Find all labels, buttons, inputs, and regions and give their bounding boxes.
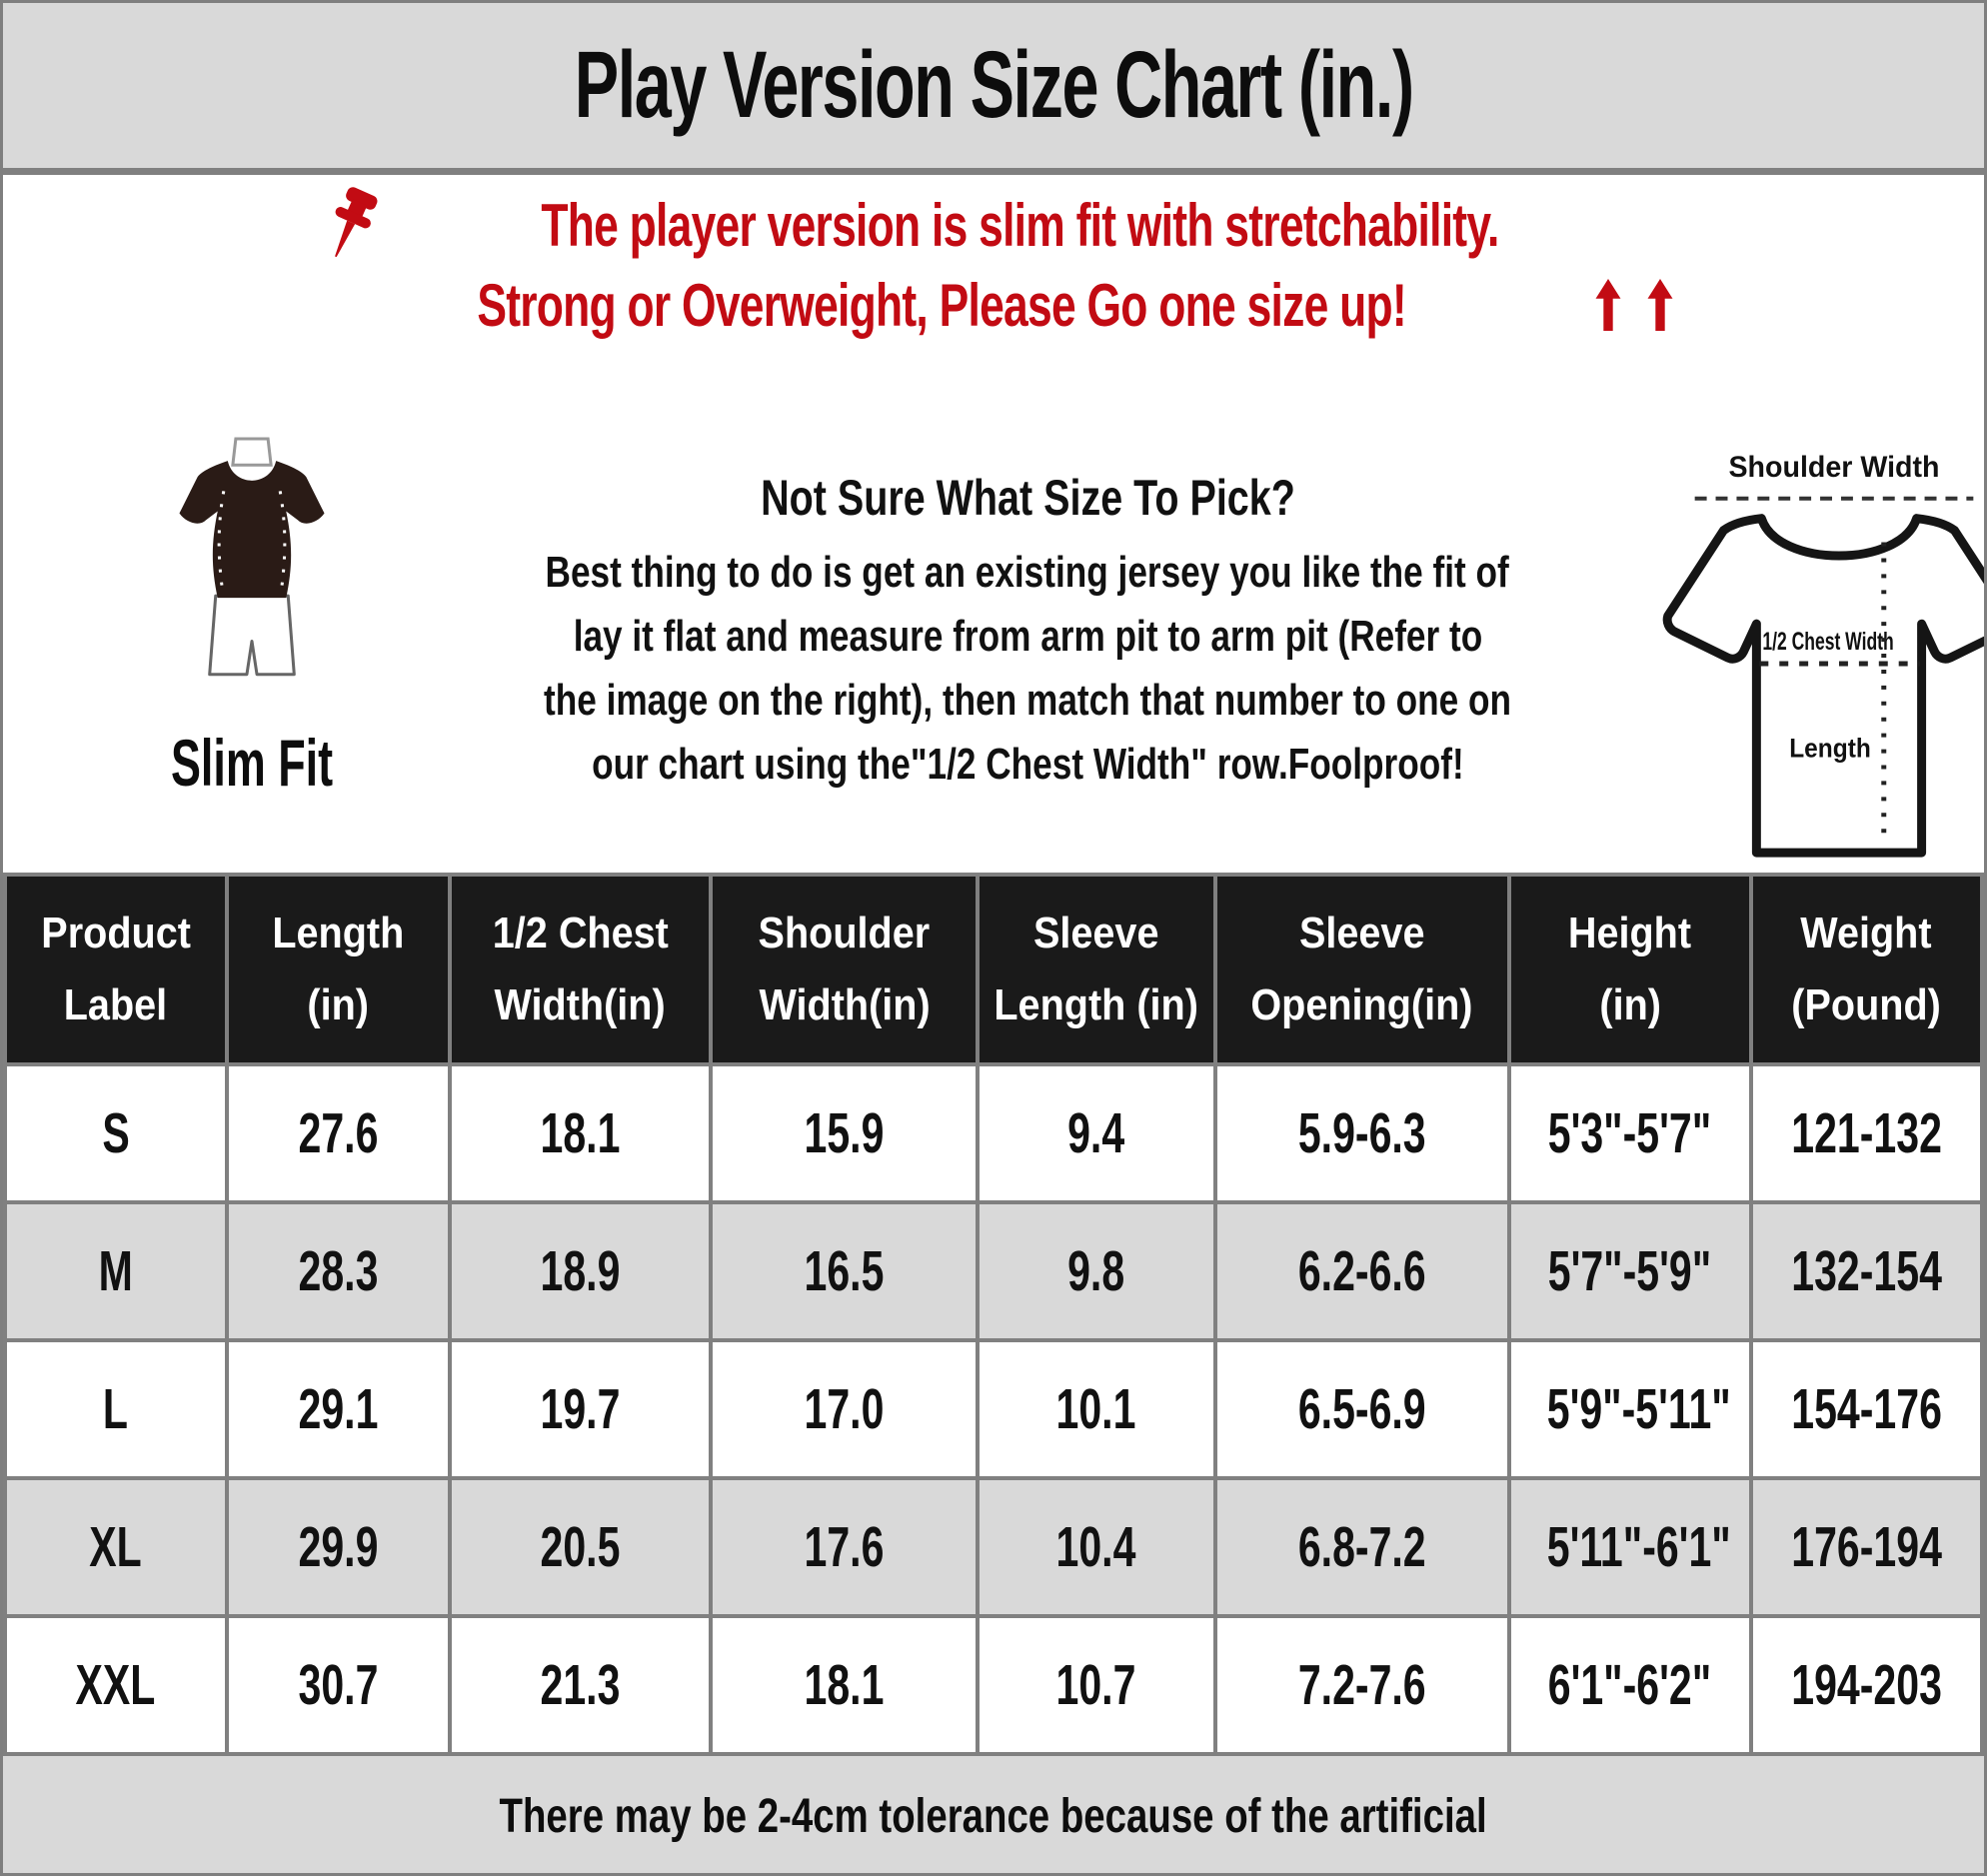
size-cell: 9.8: [976, 1200, 1217, 1342]
size-table: Product Label Length (in) 1/2 Chest Width(i…: [3, 873, 1984, 1756]
size-cell: 6.8-7.2: [1212, 1476, 1512, 1618]
up-arrow-icon: [1595, 279, 1621, 331]
size-cell: 9.4: [976, 1062, 1217, 1204]
diagram-length-label: Length: [1789, 734, 1871, 764]
size-cell: 18.1: [448, 1062, 714, 1204]
size-cell: 132-154: [1748, 1200, 1984, 1342]
col-header-shoulder: Shoulder Width(in): [709, 873, 981, 1066]
slim-fit-figure: [179, 437, 325, 677]
size-cell: 6.5-6.9: [1212, 1338, 1512, 1480]
guide-heading-text: Not Sure What Size To Pick?: [760, 470, 1295, 526]
guide-line-text: our chart using the"1/2 Chest Width" row…: [591, 740, 1464, 789]
size-cell: 28.3: [224, 1200, 453, 1342]
col-header-product-label: Product Label: [3, 873, 229, 1066]
size-row-xxl: XXL 30.7 21.3 18.1 10.7 7.2-7.6 6'1"-6'2…: [3, 1614, 1984, 1756]
size-cell: 19.7: [448, 1338, 714, 1480]
size-cell: 16.5: [709, 1200, 981, 1342]
guide-line: the image on the right), then match that…: [423, 669, 1632, 733]
size-cell: XXL: [3, 1614, 229, 1756]
size-row-s: S 27.6 18.1 15.9 9.4 5.9-6.3 5'3"-5'7" 1…: [3, 1062, 1984, 1204]
size-guide-text: Not Sure What Size To Pick? Best thing t…: [423, 351, 1632, 873]
col-header-sleeve-length: Sleeve Length (in): [976, 873, 1217, 1066]
size-cell: 18.1: [709, 1614, 981, 1756]
notice-text-2: Strong or Overweight, Please Go one size…: [477, 271, 1406, 339]
size-cell: 27.6: [224, 1062, 453, 1204]
size-cell: 10.1: [976, 1338, 1217, 1480]
guide-heading: Not Sure What Size To Pick?: [423, 469, 1632, 541]
size-cell: 30.7: [224, 1614, 453, 1756]
diagram-half-chest-label: 1/2 Chest Width: [1762, 628, 1893, 656]
size-cell: 5.9-6.3: [1212, 1062, 1512, 1204]
size-cell: XL: [3, 1476, 229, 1618]
tolerance-note: There may be 2-4cm tolerance because of …: [3, 1756, 1984, 1873]
size-cell: 7.2-7.6: [1212, 1614, 1512, 1756]
header-row: Product Label Length (in) 1/2 Chest Width(i…: [3, 873, 1984, 1066]
guide-line: our chart using the"1/2 Chest Width" row…: [423, 733, 1632, 797]
size-cell: 6.2-6.6: [1212, 1200, 1512, 1342]
up-arrow-icon: [1647, 279, 1673, 331]
notice-text-1: The player version is slim fit with stre…: [540, 191, 1499, 259]
size-cell: S: [3, 1062, 229, 1204]
size-cell: 176-194: [1748, 1476, 1984, 1618]
tshirt-measure-diagram: Shoulder Width 1/2 Chest Width Length: [1662, 451, 1984, 858]
size-cell: 18.9: [448, 1200, 714, 1342]
size-cell: 5'7"-5'9": [1507, 1200, 1753, 1342]
title-bar: Play Version Size Chart (in.): [3, 3, 1984, 175]
slim-fit-column: Slim Fit: [3, 351, 423, 873]
measure-diagram-column: Shoulder Width 1/2 Chest Width Length: [1632, 351, 1984, 873]
size-cell: L: [3, 1338, 229, 1480]
size-cell: 17.6: [709, 1476, 981, 1618]
guide-line: Best thing to do is get an existing jers…: [423, 541, 1632, 605]
col-header-sleeve-opening: Sleeve Opening(in): [1212, 873, 1512, 1066]
size-cell: 15.9: [709, 1062, 981, 1204]
guide-line-text: the image on the right), then match that…: [544, 676, 1511, 725]
col-header-weight: Weight (Pound): [1748, 873, 1984, 1066]
notice-line-1: The player version is slim fit with stre…: [3, 185, 1984, 265]
size-cell: 20.5: [448, 1476, 714, 1618]
size-cell: 10.4: [976, 1476, 1217, 1618]
guide-line: lay it flat and measure from arm pit to …: [423, 605, 1632, 669]
size-row-xl: XL 29.9 20.5 17.6 10.4 6.8-7.2 5'11"-6'1…: [3, 1476, 1984, 1618]
tolerance-note-text: There may be 2-4cm tolerance because of …: [499, 1789, 1488, 1843]
notice-line-2: Strong or Overweight, Please Go one size…: [3, 265, 1984, 345]
diagram-shoulder-width-label: Shoulder Width: [1728, 451, 1939, 484]
col-header-half-chest: 1/2 Chest Width(in): [448, 873, 714, 1066]
size-cell: 6'1"-6'2": [1507, 1614, 1753, 1756]
middle-section: Slim Fit Not Sure What Size To Pick? Bes…: [3, 351, 1984, 873]
size-cell: 10.7: [976, 1614, 1217, 1756]
notice-section: The player version is slim fit with stre…: [3, 175, 1984, 351]
size-cell: 5'9"-5'11": [1507, 1338, 1753, 1480]
col-header-height: Height (in): [1507, 873, 1753, 1066]
size-cell: 121-132: [1748, 1062, 1984, 1204]
size-cell: 21.3: [448, 1614, 714, 1756]
size-cell: 5'3"-5'7": [1507, 1062, 1753, 1204]
size-cell: 29.1: [224, 1338, 453, 1480]
size-cell: M: [3, 1200, 229, 1342]
guide-line-text: lay it flat and measure from arm pit to …: [573, 612, 1482, 661]
pushpin-icon: [334, 187, 377, 258]
size-cell: 5'11"-6'1": [1507, 1476, 1753, 1618]
size-cell: 154-176: [1748, 1338, 1984, 1480]
col-header-length: Length (in): [224, 873, 453, 1066]
size-cell: 17.0: [709, 1338, 981, 1480]
size-cell: 194-203: [1748, 1614, 1984, 1756]
guide-line-text: Best thing to do is get an existing jers…: [545, 548, 1510, 597]
slim-fit-label: Slim Fit: [170, 726, 334, 800]
page-title: Play Version Size Chart (in.): [574, 32, 1414, 138]
size-row-m: M 28.3 18.9 16.5 9.8 6.2-6.6 5'7"-5'9" 1…: [3, 1200, 1984, 1342]
size-row-l: L 29.1 19.7 17.0 10.1 6.5-6.9 5'9"-5'11"…: [3, 1338, 1984, 1480]
size-cell: 29.9: [224, 1476, 453, 1618]
